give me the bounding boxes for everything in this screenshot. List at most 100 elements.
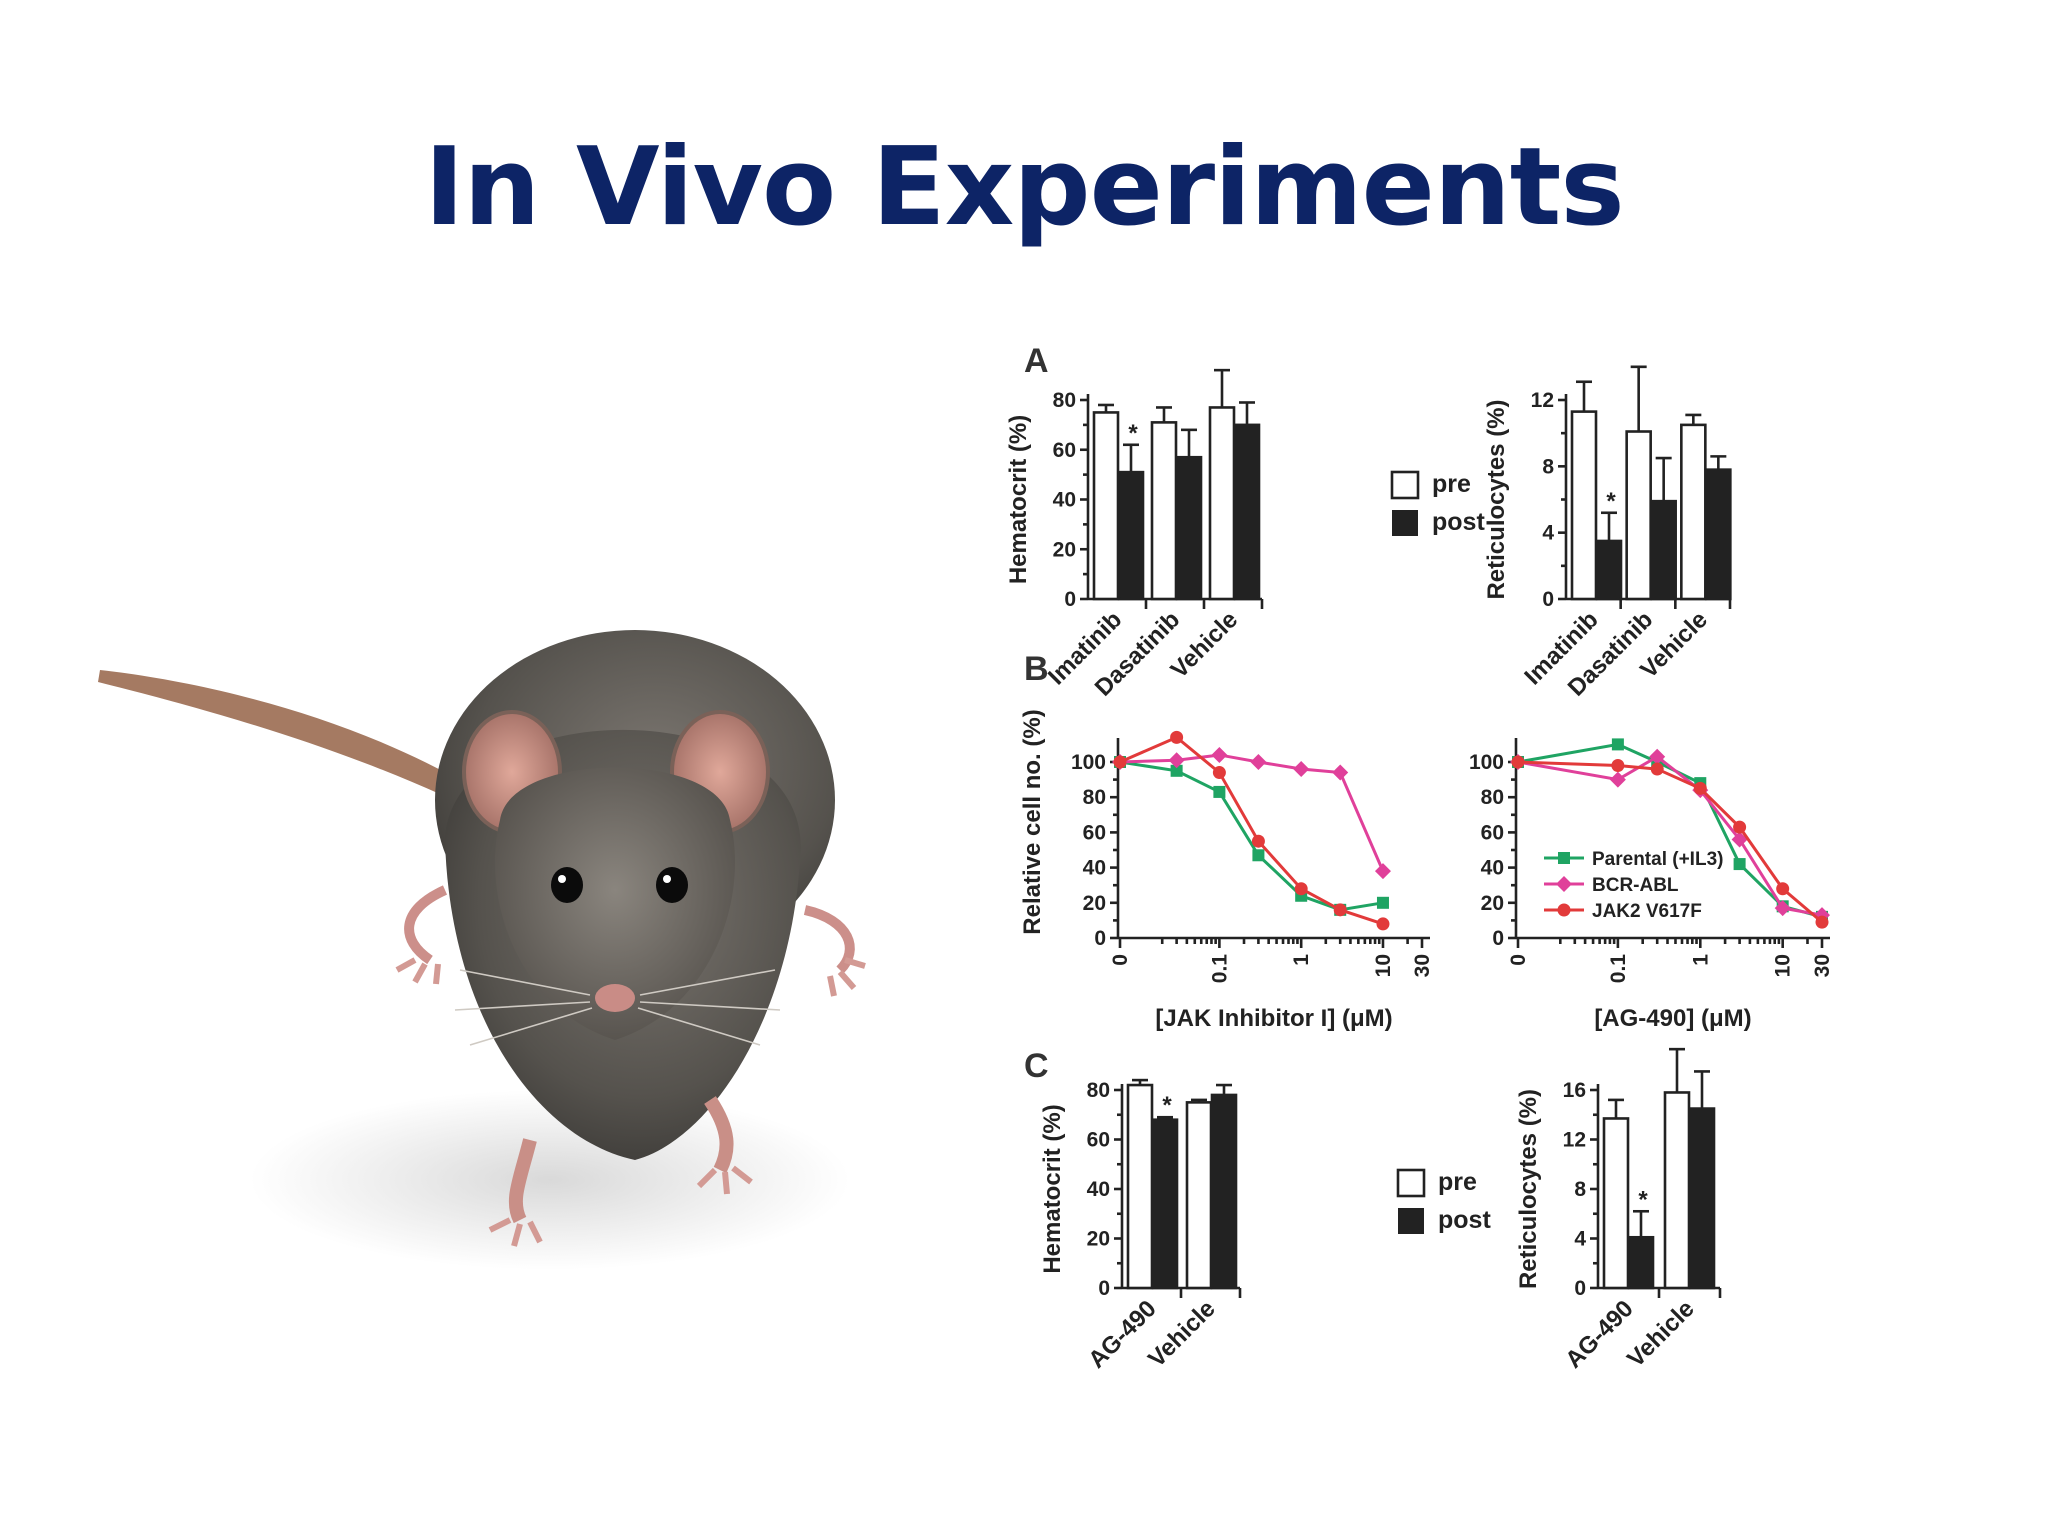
panel-label-b: B [1024,650,1049,688]
rat-image [98,630,866,1270]
y-tick-label: 40 [1481,857,1504,880]
y-tick-label: 20 [1481,892,1504,915]
legend-pre-swatch [1396,1168,1426,1198]
bar-post [1688,1107,1716,1290]
y-axis-label: Relative cell no. (%) [1019,709,1046,934]
bar-pre [1185,1101,1213,1290]
y-tick-label: 100 [1071,751,1106,774]
data-point [1170,764,1183,777]
bar-pre [1150,421,1178,601]
y-tick-label: 60 [1087,1129,1110,1152]
data-point [1776,882,1790,896]
legend-marker [1558,852,1570,864]
data-point [1376,917,1390,931]
panel-label-a: A [1024,342,1049,380]
legend-marker [1557,903,1571,917]
data-point [1731,831,1748,848]
data-point [1213,785,1226,798]
data-point [1693,781,1707,795]
legend-pre-swatch [1390,470,1420,500]
data-point [1611,738,1624,751]
legend-label: JAK2 V617F [1592,901,1702,922]
y-tick-label: 0 [1094,927,1106,950]
legend-post-label: post [1432,508,1485,536]
x-tick-label: 30 [1811,954,1834,977]
x-tick-label: AG-490 [1083,1295,1162,1374]
y-axis-label: Hematocrit (%) [1005,415,1032,584]
y-tick-label: 60 [1481,821,1504,844]
bar-pre [1126,1083,1154,1290]
y-tick-label: 80 [1083,786,1106,809]
data-point [1374,863,1391,880]
legend-post-swatch [1398,1208,1424,1234]
chart-b-ag490: 0 20 40 60 80 100 0 0.1 1 10 30 [AG-490] (μM) Parent… [1469,738,1834,1032]
x-tick-label: AG-490 [1560,1295,1639,1374]
y-tick-label: 0 [1064,588,1076,611]
chart-c-reticulocytes: 0 4 8 12 16 Reticulocytes (%) AG-490 * Vehicle [1515,1047,1722,1374]
bar-post [1627,1235,1655,1290]
y-tick-label: 60 [1083,821,1106,844]
data-point [1376,896,1389,909]
series-line-0 [1119,760,1384,912]
y-tick-label: 20 [1083,892,1106,915]
y-tick-label: 0 [1492,927,1504,950]
significance-marker: * [1638,1186,1648,1213]
data-point [1511,755,1525,769]
data-point [1212,766,1226,780]
legend-c: pre post [1396,1168,1491,1234]
data-point [1333,903,1347,917]
y-tick-label: 80 [1481,786,1504,809]
legend-label: Parental (+IL3) [1592,849,1723,870]
x-tick-label: 0 [1507,954,1530,966]
bar-post [1233,423,1261,601]
y-tick-label: 80 [1087,1079,1110,1102]
x-tick-label: 10 [1372,954,1395,977]
y-axis-label: Reticulocytes (%) [1515,1089,1542,1289]
y-tick-label: 4 [1542,522,1554,545]
bar-post [1705,468,1732,601]
y-tick-label: 16 [1563,1079,1586,1102]
x-tick-label: Vehicle [1622,1295,1700,1373]
bar-pre [1602,1117,1630,1290]
y-tick-label: 8 [1542,455,1554,478]
legend-post-swatch [1392,510,1418,536]
bar-post [1151,1118,1179,1290]
data-point [1774,900,1791,917]
bar-pre [1680,423,1707,601]
data-point [1168,752,1185,769]
data-point [1293,761,1310,778]
y-tick-label: 20 [1053,538,1076,561]
data-point [1611,759,1625,773]
x-axis-label: [JAK Inhibitor I] (μM) [1155,1005,1392,1032]
bar-post [1595,539,1623,601]
data-point [1250,754,1267,770]
significance-marker: * [1162,1092,1172,1119]
x-tick-label: 1 [1689,954,1712,966]
bar-pre [1208,406,1236,601]
y-tick-label: 40 [1083,857,1106,880]
bar-post [1210,1093,1238,1290]
data-point [1815,915,1829,929]
data-point [1733,820,1747,834]
y-tick-label: 20 [1087,1228,1110,1251]
chart-c-hematocrit: 0 20 40 60 80 Hematocrit (%) AG-490 * Vehicle [1039,1078,1242,1374]
x-tick-label: 0.1 [1208,954,1231,984]
bar-post [1175,455,1203,601]
significance-marker: * [1128,420,1138,447]
chart-b-jak-inhibitor: 0 20 40 60 80 100 0 0.1 1 10 30 [JAK Inhibitor I] (… [1019,709,1434,1032]
significance-marker: * [1606,488,1616,515]
x-tick-label: 30 [1411,954,1434,977]
x-tick-label: Vehicle [1143,1295,1221,1373]
y-tick-label: 100 [1469,751,1504,774]
data-point [1609,771,1626,788]
y-axis-label: Hematocrit (%) [1039,1104,1066,1273]
y-tick-label: 12 [1531,389,1554,412]
data-point [1252,849,1265,862]
x-tick-label: 1 [1290,954,1313,966]
legend-pre-label: pre [1432,470,1471,498]
legend-pre-label: pre [1438,1168,1477,1196]
y-tick-label: 40 [1087,1178,1110,1201]
bar-pre [1625,430,1652,601]
